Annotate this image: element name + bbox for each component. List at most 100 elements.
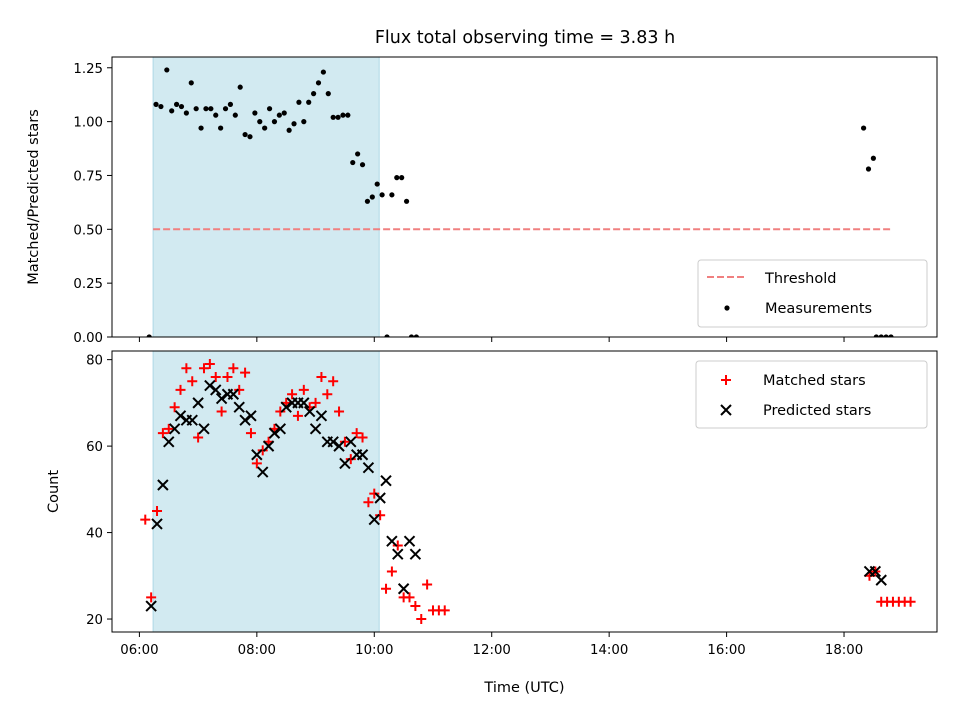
measurement-point (193, 106, 199, 112)
matched-star-point (363, 497, 374, 508)
x-tick-label: 18:00 (825, 643, 863, 658)
legend-matched-swatch (721, 375, 731, 385)
measurement-point (861, 125, 867, 131)
predicted-star-point (151, 518, 163, 530)
predicted-star-point (397, 583, 410, 595)
measurement-point (369, 194, 375, 200)
matched-star-point (328, 376, 339, 387)
matched-star-point (204, 358, 215, 369)
x-tick-label: 14:00 (590, 643, 628, 658)
matched-star-point (181, 363, 192, 374)
matched-star-point (416, 614, 427, 625)
matched-star-point (310, 397, 321, 408)
x-tick-label: 10:00 (355, 643, 393, 658)
measurement-point (403, 198, 410, 204)
matched-star-point (146, 592, 157, 603)
measurement-point (227, 101, 234, 107)
predicted-star-point (409, 548, 422, 560)
measurement-point (311, 91, 317, 97)
predicted-star-point (215, 392, 228, 405)
axes-frame (111, 350, 938, 633)
legend-box (695, 360, 928, 429)
matched-star-point (193, 432, 204, 443)
predicted-star-point (280, 401, 292, 413)
matched-star-point (287, 389, 298, 400)
predicted-star-point (233, 401, 245, 413)
panel-counts: 20 40 60 80 06:00 08:00 10:00 12:00 14:00 16:00 18… (46, 350, 938, 696)
matched-star-point (345, 454, 356, 465)
measurement-point (379, 192, 385, 198)
measurement-point (252, 110, 258, 116)
panel-ratio: 0.00 0.25 0.50 0.75 1.00 1.25 Matched/Predicte… (26, 56, 938, 346)
predicted-star-point (403, 535, 416, 547)
measurement-point (394, 175, 400, 181)
axes-frame (111, 56, 938, 338)
measurement-point (188, 80, 194, 86)
measurement-point (873, 334, 879, 337)
matched-star-point (240, 367, 251, 378)
measurement-point (173, 101, 180, 107)
measurement-point (266, 106, 273, 112)
predicted-star-point (262, 440, 275, 452)
predicted-star-point (145, 600, 157, 612)
chart-title: Flux total observing time = 3.83 h (375, 28, 675, 48)
predicted-star-point (245, 410, 257, 422)
measurement-point (198, 125, 204, 131)
measurement-point (350, 159, 356, 166)
measurement-point (203, 106, 209, 112)
predicted-star-point (163, 436, 175, 448)
measurement-point (286, 127, 292, 133)
predicted-star-point (339, 457, 351, 470)
matched-star-point (187, 376, 198, 387)
measurement-point (296, 99, 302, 105)
predicted-star-point (869, 565, 882, 578)
predicted-star-point (356, 449, 369, 461)
y-axis-label: Count (46, 470, 62, 513)
matched-star-point (905, 596, 916, 607)
measurement-point (237, 84, 243, 90)
measurement-point (364, 198, 371, 204)
predicted-star-point (157, 479, 169, 491)
matched-star-point (357, 432, 368, 443)
measurement-point (281, 110, 287, 116)
measurement-point (878, 334, 884, 337)
measurement-point (276, 112, 282, 118)
measurement-point (340, 112, 346, 118)
predicted-star-point (875, 574, 887, 586)
matched-star-point (292, 410, 303, 421)
measurement-point (315, 80, 322, 86)
plot-area (140, 358, 916, 625)
matched-star-point (228, 363, 239, 374)
matched-star-point (392, 540, 403, 551)
predicted-star-point (274, 423, 287, 435)
measurement-point (384, 334, 390, 337)
predicted-star-point (210, 384, 222, 396)
y-tick-label: 0.75 (73, 169, 103, 184)
matched-star-point (422, 579, 433, 590)
measurement-point (389, 192, 395, 198)
measurement-point (865, 166, 872, 172)
y-tick-label: 0.00 (73, 331, 103, 346)
measurement-point (271, 119, 278, 125)
measurement-point (242, 131, 248, 138)
x-tick-label: 08:00 (238, 643, 276, 658)
predicted-star-point (315, 410, 328, 422)
matched-star-point (234, 384, 245, 395)
predicted-star-point (374, 492, 386, 504)
legend-predicted-label: Predicted stars (763, 403, 871, 419)
observing-interval-shade (152, 56, 380, 338)
predicted-star-point (386, 535, 398, 547)
measurement-point (257, 119, 263, 125)
matched-star-point (157, 428, 168, 439)
predicted-star-point (327, 436, 339, 448)
y-tick-label: 0.25 (73, 277, 103, 292)
predicted-star-point (204, 379, 216, 392)
y-tick-label: 80 (86, 354, 103, 369)
predicted-star-point (251, 449, 263, 461)
predicted-star-point (227, 388, 240, 400)
y-tick-label: 0.50 (73, 223, 103, 238)
measurement-point (413, 334, 419, 337)
matched-star-point (322, 389, 333, 400)
matched-star-point (140, 514, 151, 525)
